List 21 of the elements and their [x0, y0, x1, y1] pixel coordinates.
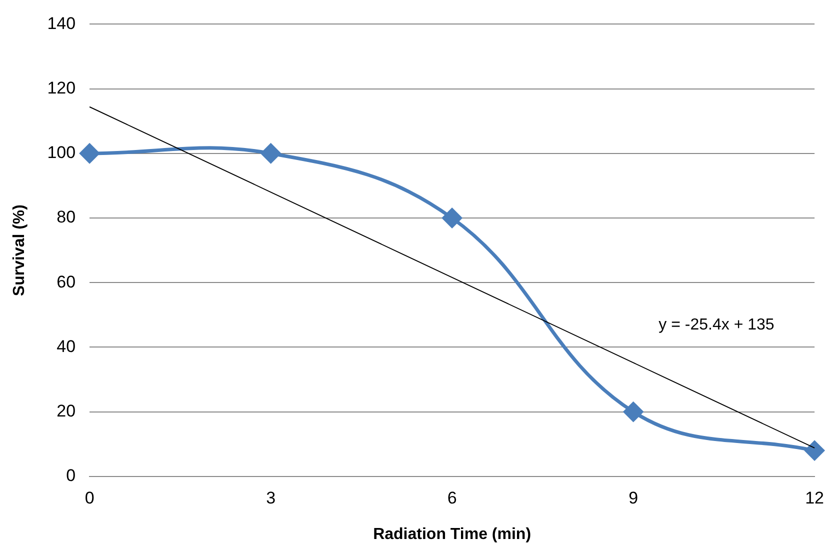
y-tick-label: 60 [56, 272, 76, 292]
point [804, 440, 824, 460]
y-tick-label: 100 [47, 143, 76, 162]
y-tick-label: 20 [56, 401, 76, 420]
y-tick-label: 140 [47, 14, 76, 33]
y-tick-label: 120 [47, 78, 76, 98]
point [624, 402, 644, 422]
x-tick-label: 0 [84, 488, 94, 508]
x-tick-label: 12 [805, 488, 824, 508]
x-tick-label: 6 [447, 488, 457, 508]
point [442, 208, 462, 228]
y-tick-label: 80 [56, 208, 76, 227]
point [80, 144, 100, 164]
x-axis-title: Radiation Time (min) [373, 526, 532, 543]
annotation: y = -25.4x + 135 [658, 316, 774, 334]
point [261, 144, 281, 164]
y-tick-label: 40 [56, 336, 76, 356]
x-tick-label: 3 [266, 488, 276, 508]
y-tick-label: 0 [66, 466, 76, 486]
y-axis-title: Survival (%) [11, 204, 28, 296]
x-tick-label: 9 [628, 488, 638, 508]
